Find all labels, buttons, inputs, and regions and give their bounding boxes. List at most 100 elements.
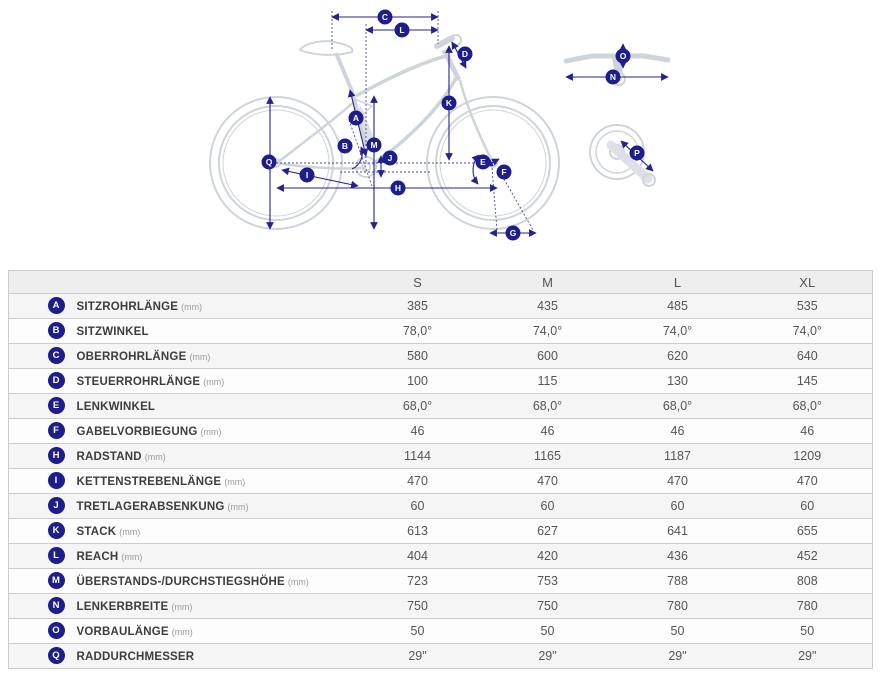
dim-seat-angle-arc [351, 146, 368, 170]
row-value: 68,0° [352, 393, 483, 419]
row-value: 100 [352, 368, 483, 394]
row-value: 385 [352, 293, 483, 319]
row-value: 46 [742, 418, 873, 444]
row-value: 1144 [352, 443, 483, 469]
row-value: 452 [742, 543, 873, 569]
row-value: 640 [742, 343, 873, 369]
table-row: D STEUERROHRLÄNGE (mm) 100 115 130 145 [8, 368, 873, 394]
size-header-m: M [482, 270, 613, 294]
row-value: 29" [742, 643, 873, 669]
stem-bar [434, 35, 455, 49]
dim-chainstay [281, 167, 359, 189]
table-row: M ÜBERSTANDS-/DURCHSTIEGSHÖHE (mm) 723 75… [8, 568, 873, 594]
row-value: 46 [352, 418, 483, 444]
diagram-badge-reach: L [394, 22, 410, 38]
row-value: 485 [612, 293, 743, 319]
row-letter-badge: N [47, 597, 65, 615]
row-value: 788 [612, 568, 743, 594]
row-value: 780 [612, 593, 743, 619]
row-value: 1165 [482, 443, 613, 469]
row-value: 600 [482, 343, 613, 369]
front-wheel [426, 96, 560, 230]
row-unit: (mm) [227, 502, 249, 512]
row-label: LENKERBREITE [76, 601, 169, 613]
row-value: 580 [352, 343, 483, 369]
svg-text:A: A [353, 113, 359, 123]
row-label: STEUERROHRLÄNGE [76, 376, 201, 388]
svg-text:C: C [382, 12, 388, 22]
row-label: SITZWINKEL [76, 326, 149, 338]
row-value: 46 [482, 418, 613, 444]
row-label: RADSTAND [76, 451, 142, 463]
geometry-diagram-area: A B C D E F G H I J K L M N O P Q [0, 0, 880, 264]
diagram-badge-wheelbase: H [390, 180, 406, 196]
row-value: 750 [482, 593, 613, 619]
table-row: F GABELVORBIEGUNG (mm) 46 46 46 46 [8, 418, 873, 444]
row-value: 470 [742, 468, 873, 494]
svg-text:B: B [342, 141, 348, 151]
row-value: 808 [742, 568, 873, 594]
row-value: 60 [742, 493, 873, 519]
stem [612, 57, 623, 75]
row-value: 470 [352, 468, 483, 494]
svg-text:M: M [370, 140, 377, 150]
bike-side-view [209, 34, 560, 230]
row-label: GABELVORBIEGUNG [76, 426, 198, 438]
svg-text:K: K [446, 98, 453, 108]
row-letter-badge: Q [47, 647, 65, 665]
row-unit: (mm) [203, 377, 225, 387]
row-value: 68,0° [482, 393, 613, 419]
table-row: J TRETLAGERABSENKUNG (mm) 60 60 60 60 [8, 493, 873, 519]
svg-text:L: L [399, 25, 404, 35]
table-row: L REACH (mm) 404 420 436 452 [8, 543, 873, 569]
row-value: 753 [482, 568, 613, 594]
geometry-table-body: A SITZROHRLÄNGE (mm) 385 435 485 535 B SI… [8, 293, 873, 669]
fork [458, 79, 494, 162]
row-label: REACH [76, 551, 119, 563]
row-value: 780 [742, 593, 873, 619]
row-value: 50 [482, 618, 613, 644]
row-letter-badge: B [47, 322, 65, 340]
row-unit: (mm) [189, 352, 211, 362]
size-header-l: L [612, 270, 743, 294]
row-value: 46 [612, 418, 743, 444]
geometry-diagram: A B C D E F G H I J K L M N O P Q [209, 9, 671, 241]
svg-text:G: G [510, 228, 517, 238]
table-row: K STACK (mm) 613 627 641 655 [8, 518, 873, 544]
row-value: 60 [482, 493, 613, 519]
crankset-view [589, 124, 656, 187]
row-value: 613 [352, 518, 483, 544]
row-unit: (mm) [171, 602, 193, 612]
diagram-badge-seat-tube-length: A [348, 110, 364, 126]
row-label: KETTENSTREBENLÄNGE [76, 476, 222, 488]
table-row: H RADSTAND (mm) 1144 1165 1187 1209 [8, 443, 873, 469]
top-tube [355, 54, 447, 98]
row-letter-badge: J [47, 497, 65, 515]
table-row: Q RADDURCHMESSER 29" 29" 29" 29" [8, 643, 873, 669]
geometry-table: S M L XL A SITZROHRLÄNGE (mm) 385 435 485… [8, 270, 873, 669]
row-value: 655 [742, 518, 873, 544]
row-letter-badge: O [47, 622, 65, 640]
diagram-badge-standover-height: M [366, 137, 382, 153]
svg-text:E: E [480, 157, 486, 167]
diagram-badge-seat-tube-angle: B [337, 138, 353, 154]
diagram-badge-head-tube-length: D [457, 46, 473, 62]
diagram-badge-top-tube-length: C [377, 9, 393, 25]
row-value: 145 [742, 368, 873, 394]
row-label: ÜBERSTANDS-/DURCHSTIEGSHÖHE [76, 576, 285, 588]
saddle [298, 40, 354, 56]
svg-text:O: O [620, 51, 627, 61]
table-row: N LENKERBREITE (mm) 750 750 780 780 [8, 593, 873, 619]
table-row: C OBERROHRLÄNGE (mm) 580 600 620 640 [8, 343, 873, 369]
row-value: 404 [352, 543, 483, 569]
svg-text:J: J [388, 153, 393, 163]
header-spacer [8, 270, 77, 294]
row-value: 74,0° [482, 318, 613, 344]
row-letter-badge: L [47, 547, 65, 565]
row-unit: (mm) [287, 577, 309, 587]
row-value: 68,0° [612, 393, 743, 419]
chainstay [276, 161, 367, 170]
row-value: 641 [612, 518, 743, 544]
diagram-badge-trail: G [505, 225, 521, 241]
row-value: 50 [352, 618, 483, 644]
